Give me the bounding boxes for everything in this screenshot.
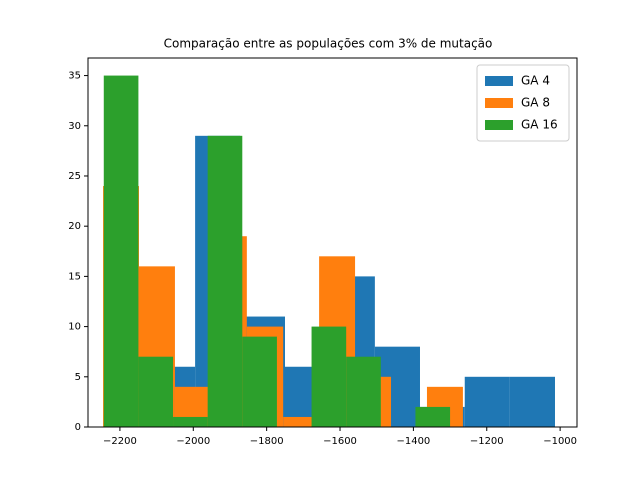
- x-tick-label: −2200: [103, 436, 137, 447]
- y-tick-label: 10: [68, 322, 81, 333]
- bar: [509, 376, 555, 427]
- x-tick-label: −1400: [396, 436, 430, 447]
- y-tick-label: 0: [75, 422, 81, 433]
- x-tick-label: −1600: [323, 436, 357, 447]
- y-tick-label: 30: [68, 121, 81, 132]
- legend-label: GA 16: [521, 118, 558, 132]
- bar: [464, 376, 510, 427]
- chart-title: Comparação entre as populações com 3% de…: [164, 37, 493, 51]
- bar: [242, 336, 277, 427]
- legend-label: GA 8: [521, 96, 550, 110]
- axes-frame: [87, 57, 578, 428]
- bar: [103, 75, 139, 428]
- y-tick-label: 20: [68, 221, 81, 232]
- x-tick-label: −1800: [250, 436, 284, 447]
- legend-swatch: [485, 76, 513, 86]
- bar: [346, 356, 381, 427]
- bar: [283, 416, 320, 427]
- y-tick-label: 5: [75, 372, 81, 383]
- legend-label: GA 4: [521, 74, 550, 88]
- bar: [311, 326, 347, 427]
- y-tick-label: 25: [68, 171, 81, 182]
- bar: [138, 356, 174, 427]
- x-tick-label: −1000: [543, 436, 577, 447]
- bar: [207, 135, 243, 427]
- legend-swatch: [485, 98, 513, 108]
- y-tick-label: 15: [68, 271, 81, 282]
- legend-swatch: [485, 120, 513, 130]
- bar: [415, 406, 451, 427]
- y-tick-label: 35: [68, 71, 81, 82]
- x-tick-label: −2000: [176, 436, 210, 447]
- x-tick-label: −1200: [470, 436, 504, 447]
- bar: [173, 416, 208, 427]
